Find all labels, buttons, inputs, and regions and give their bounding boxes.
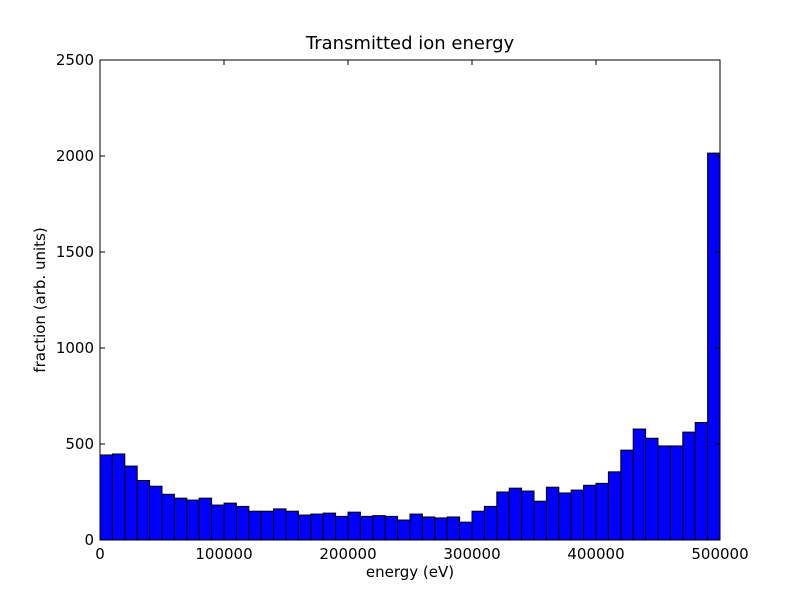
histogram-bar <box>211 504 225 541</box>
histogram-bar <box>99 454 113 541</box>
histogram-bar <box>669 445 684 541</box>
histogram-bar <box>173 497 188 541</box>
histogram-bar <box>235 505 250 541</box>
histogram-bar <box>136 479 151 541</box>
x-tick-label: 200000 <box>319 545 376 563</box>
x-tick-label: 500000 <box>691 545 748 563</box>
histogram-bar <box>446 516 461 541</box>
histogram-bar <box>682 431 696 541</box>
histogram-bar <box>521 490 535 541</box>
x-tick-label: 400000 <box>567 545 624 563</box>
histogram-bar <box>248 510 262 541</box>
histogram-bar <box>372 515 386 541</box>
histogram-bar <box>607 471 622 541</box>
histogram-bar <box>620 449 634 541</box>
histogram-bar <box>483 505 498 541</box>
histogram-bar <box>694 421 709 541</box>
histogram-bar <box>533 500 547 541</box>
histogram-bar <box>595 482 609 541</box>
histogram-bar <box>260 510 275 541</box>
x-tick-label: 300000 <box>443 545 500 563</box>
y-axis-label: fraction (arb. units) <box>31 227 49 372</box>
plot-frame <box>99 59 721 541</box>
histogram-bar <box>186 499 200 541</box>
ticks-group: 0 100000 200000 300000 400000 500000 0 500 1000 1… <box>56 51 749 563</box>
histogram-bar <box>161 493 175 541</box>
histogram-bar <box>384 515 399 541</box>
histogram-bar <box>297 514 312 541</box>
bars-group <box>99 152 721 541</box>
histogram-bar <box>545 486 560 541</box>
histogram-bar <box>459 521 473 541</box>
histogram-bar <box>310 513 324 541</box>
y-tick-label: 500 <box>65 435 94 453</box>
x-tick-label: 100000 <box>195 545 252 563</box>
histogram-bar <box>397 519 411 541</box>
histogram-bar <box>273 508 287 541</box>
histogram-bar <box>583 484 597 541</box>
histogram-bar <box>434 517 448 541</box>
histogram-bar <box>359 515 374 541</box>
y-tick-label: 2500 <box>56 51 94 69</box>
histogram-bar <box>508 487 523 541</box>
histogram-bar <box>496 491 510 541</box>
histogram-bar <box>335 515 349 541</box>
histogram-bar <box>347 511 361 541</box>
histogram-bar <box>322 512 337 541</box>
histogram-bar <box>149 485 163 541</box>
histogram-bar <box>558 492 572 541</box>
histogram-bar <box>111 453 126 541</box>
histogram-bar <box>198 497 213 541</box>
histogram-bar <box>570 489 585 541</box>
y-tick-label: 1500 <box>56 243 94 261</box>
histogram-bar <box>707 152 721 541</box>
histogram-bar <box>409 513 423 541</box>
y-tick-label: 1000 <box>56 339 94 357</box>
x-axis-label: energy (eV) <box>366 563 454 581</box>
histogram-bar <box>124 465 138 541</box>
histogram-bar <box>421 516 436 541</box>
histogram-bar <box>223 502 237 541</box>
x-tick-label: 0 <box>95 545 105 563</box>
histogram-bar <box>632 428 647 541</box>
y-tick-label: 2000 <box>56 147 94 165</box>
histogram-bar <box>471 510 485 541</box>
histogram-bar <box>645 437 659 541</box>
y-tick-label: 0 <box>84 531 94 549</box>
chart-title: Transmitted ion energy <box>305 33 515 54</box>
histogram-bar <box>657 445 671 541</box>
histogram-bar <box>285 510 299 541</box>
